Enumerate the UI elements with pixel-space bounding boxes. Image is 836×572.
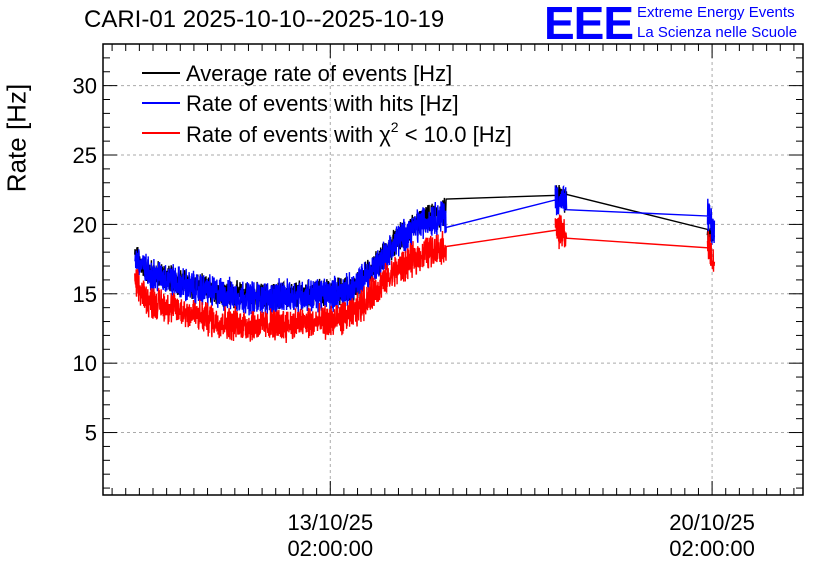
y-tick-label: 5 (85, 421, 97, 446)
eee-logo-line1: Extreme Energy Events (637, 4, 795, 21)
series-layer (134, 184, 716, 344)
y-tick-label: 15 (73, 282, 97, 307)
legend-chi2-suffix: < 10.0 [Hz] (399, 122, 512, 147)
eee-logo-line2: La Scienza nelle Scuole (637, 24, 798, 41)
y-tick-label: 25 (73, 143, 97, 168)
legend-label-hits: Rate of events with hits [Hz] (186, 91, 459, 116)
x-tick-label-time: 02:00:00 (287, 536, 373, 561)
x-tick-label-time: 02:00:00 (669, 536, 755, 561)
legend: Average rate of events [Hz] Rate of even… (142, 61, 512, 147)
y-tick-label: 20 (73, 212, 97, 237)
eee-logo: EEE (544, 0, 634, 49)
legend-label-average: Average rate of events [Hz] (186, 61, 452, 86)
legend-chi2-exponent: 2 (391, 119, 399, 135)
legend-label-chi2: Rate of events with χ2 < 10.0 [Hz] (186, 119, 512, 147)
y-tick-label: 10 (73, 351, 97, 376)
legend-chi2-prefix: Rate of events with (186, 122, 379, 147)
tick-label-layer: 5101520253013/10/2502:00:0020/10/2502:00… (73, 74, 755, 561)
legend-chi2-symbol: χ (379, 122, 391, 147)
chart-title: CARI-01 2025-10-10--2025-10-19 (84, 6, 445, 33)
series-hits-line (134, 185, 716, 316)
y-tick-label: 30 (73, 74, 97, 99)
frame-layer (102, 43, 804, 496)
x-tick-label-date: 20/10/25 (669, 510, 755, 535)
series-chi2-line (134, 214, 716, 344)
x-tick-label-date: 13/10/25 (287, 510, 373, 535)
